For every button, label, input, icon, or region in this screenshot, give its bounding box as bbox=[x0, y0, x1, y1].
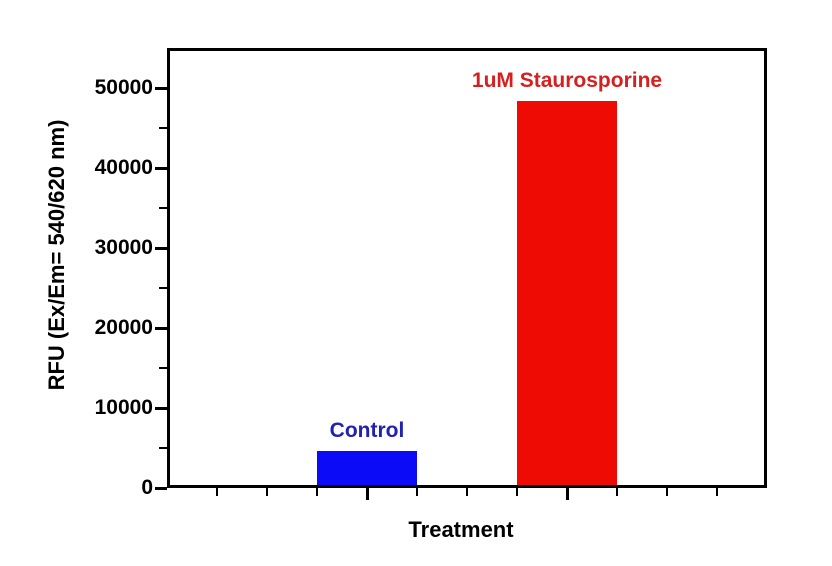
x-minor-tick bbox=[416, 488, 418, 496]
x-minor-tick bbox=[466, 488, 468, 496]
x-major-tick bbox=[365, 488, 369, 500]
y-minor-tick bbox=[159, 367, 167, 369]
y-tick-label: 30000 bbox=[94, 236, 153, 259]
bar-1um-staurosporine bbox=[517, 101, 617, 485]
x-minor-tick bbox=[216, 488, 218, 496]
y-tick-label: 10000 bbox=[94, 396, 153, 419]
y-major-tick bbox=[155, 326, 167, 330]
x-minor-tick bbox=[516, 488, 518, 496]
x-minor-tick bbox=[716, 488, 718, 496]
y-major-tick bbox=[155, 166, 167, 170]
plot-area bbox=[167, 48, 767, 488]
y-major-tick bbox=[155, 486, 167, 490]
y-major-tick bbox=[155, 246, 167, 250]
x-minor-tick bbox=[616, 488, 618, 496]
x-axis-title: Treatment bbox=[408, 517, 514, 542]
y-minor-tick bbox=[159, 287, 167, 289]
bar-label-1um-staurosporine: 1uM Staurosporine bbox=[471, 69, 663, 92]
y-major-tick bbox=[155, 86, 167, 90]
y-minor-tick bbox=[159, 447, 167, 449]
y-tick-label: 20000 bbox=[94, 316, 153, 339]
bar-label-control: Control bbox=[329, 419, 405, 443]
x-major-tick bbox=[565, 488, 569, 500]
bar-control bbox=[317, 451, 417, 485]
y-major-tick bbox=[155, 406, 167, 410]
y-minor-tick bbox=[159, 127, 167, 129]
y-tick-label: 40000 bbox=[94, 156, 153, 179]
x-minor-tick bbox=[316, 488, 318, 496]
y-tick-label: 0 bbox=[141, 476, 153, 499]
y-minor-tick bbox=[159, 207, 167, 209]
y-tick-label: 50000 bbox=[94, 76, 153, 99]
x-minor-tick bbox=[266, 488, 268, 496]
x-minor-tick bbox=[666, 488, 668, 496]
